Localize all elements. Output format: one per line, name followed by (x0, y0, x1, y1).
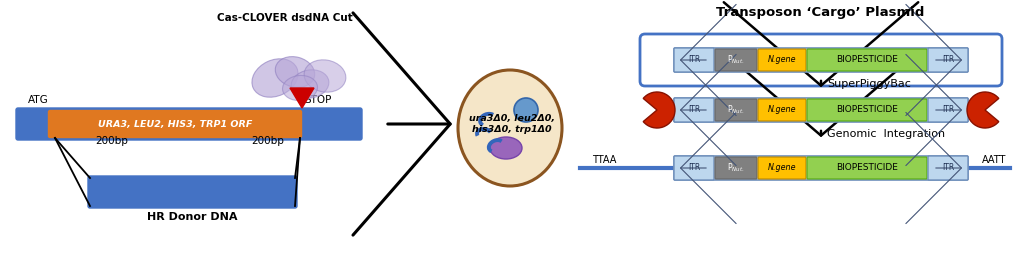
Ellipse shape (458, 70, 562, 186)
FancyBboxPatch shape (807, 99, 927, 121)
Ellipse shape (275, 57, 314, 87)
FancyBboxPatch shape (758, 49, 806, 71)
FancyBboxPatch shape (674, 98, 968, 122)
FancyBboxPatch shape (674, 156, 714, 180)
FancyBboxPatch shape (16, 108, 362, 140)
FancyBboxPatch shape (758, 99, 806, 121)
Text: ITR: ITR (942, 106, 954, 115)
Text: 200bp: 200bp (252, 136, 285, 146)
Text: BIOPESTICIDE: BIOPESTICIDE (836, 106, 898, 115)
Text: STOP: STOP (304, 95, 332, 105)
FancyBboxPatch shape (674, 48, 714, 72)
Text: TTAA: TTAA (592, 155, 616, 165)
Ellipse shape (283, 75, 317, 101)
Text: ITR: ITR (688, 164, 700, 173)
Text: N.gene: N.gene (768, 55, 797, 64)
Text: P$_{Nut.}$: P$_{Nut.}$ (727, 162, 744, 174)
Ellipse shape (291, 70, 329, 98)
FancyBboxPatch shape (928, 156, 968, 180)
Text: Genomic  Integration: Genomic Integration (827, 129, 945, 139)
Ellipse shape (304, 60, 346, 92)
Text: HR Donor DNA: HR Donor DNA (147, 212, 238, 222)
Text: Transposon ‘Cargo’ Plasmid: Transposon ‘Cargo’ Plasmid (716, 6, 925, 19)
Text: BIOPESTICIDE: BIOPESTICIDE (836, 164, 898, 173)
Text: ITR: ITR (688, 106, 700, 115)
Text: Cas-CLOVER dsdNA Cut: Cas-CLOVER dsdNA Cut (217, 13, 353, 23)
Text: ITR: ITR (688, 55, 700, 64)
Ellipse shape (514, 98, 538, 122)
Text: AATT: AATT (982, 155, 1007, 165)
Text: ura3Δ0, leu2Δ0,
his3Δ0, trp1Δ0: ura3Δ0, leu2Δ0, his3Δ0, trp1Δ0 (469, 114, 555, 134)
Text: URA3, LEU2, HIS3, TRP1 ORF: URA3, LEU2, HIS3, TRP1 ORF (98, 119, 252, 128)
Wedge shape (967, 92, 998, 128)
FancyBboxPatch shape (807, 157, 927, 179)
FancyBboxPatch shape (928, 48, 968, 72)
Text: 200bp: 200bp (95, 136, 128, 146)
Text: N.gene: N.gene (768, 106, 797, 115)
FancyBboxPatch shape (715, 49, 757, 71)
FancyBboxPatch shape (674, 156, 968, 180)
Wedge shape (643, 92, 675, 128)
Text: ITR: ITR (942, 164, 954, 173)
Text: BIOPESTICIDE: BIOPESTICIDE (836, 55, 898, 64)
Text: SuperPiggyBac: SuperPiggyBac (827, 79, 911, 89)
Text: P$_{Nut.}$: P$_{Nut.}$ (727, 54, 744, 66)
Ellipse shape (490, 137, 522, 159)
FancyBboxPatch shape (48, 110, 301, 138)
FancyBboxPatch shape (715, 99, 757, 121)
Text: ITR: ITR (942, 55, 954, 64)
Text: P$_{Nut.}$: P$_{Nut.}$ (727, 104, 744, 116)
FancyBboxPatch shape (807, 49, 927, 71)
FancyBboxPatch shape (88, 176, 297, 208)
Polygon shape (290, 88, 314, 108)
FancyBboxPatch shape (758, 157, 806, 179)
Text: N.gene: N.gene (768, 164, 797, 173)
Text: ATG: ATG (28, 95, 48, 105)
FancyBboxPatch shape (928, 98, 968, 122)
FancyBboxPatch shape (674, 48, 968, 72)
Ellipse shape (252, 59, 298, 97)
FancyBboxPatch shape (674, 98, 714, 122)
FancyBboxPatch shape (715, 157, 757, 179)
